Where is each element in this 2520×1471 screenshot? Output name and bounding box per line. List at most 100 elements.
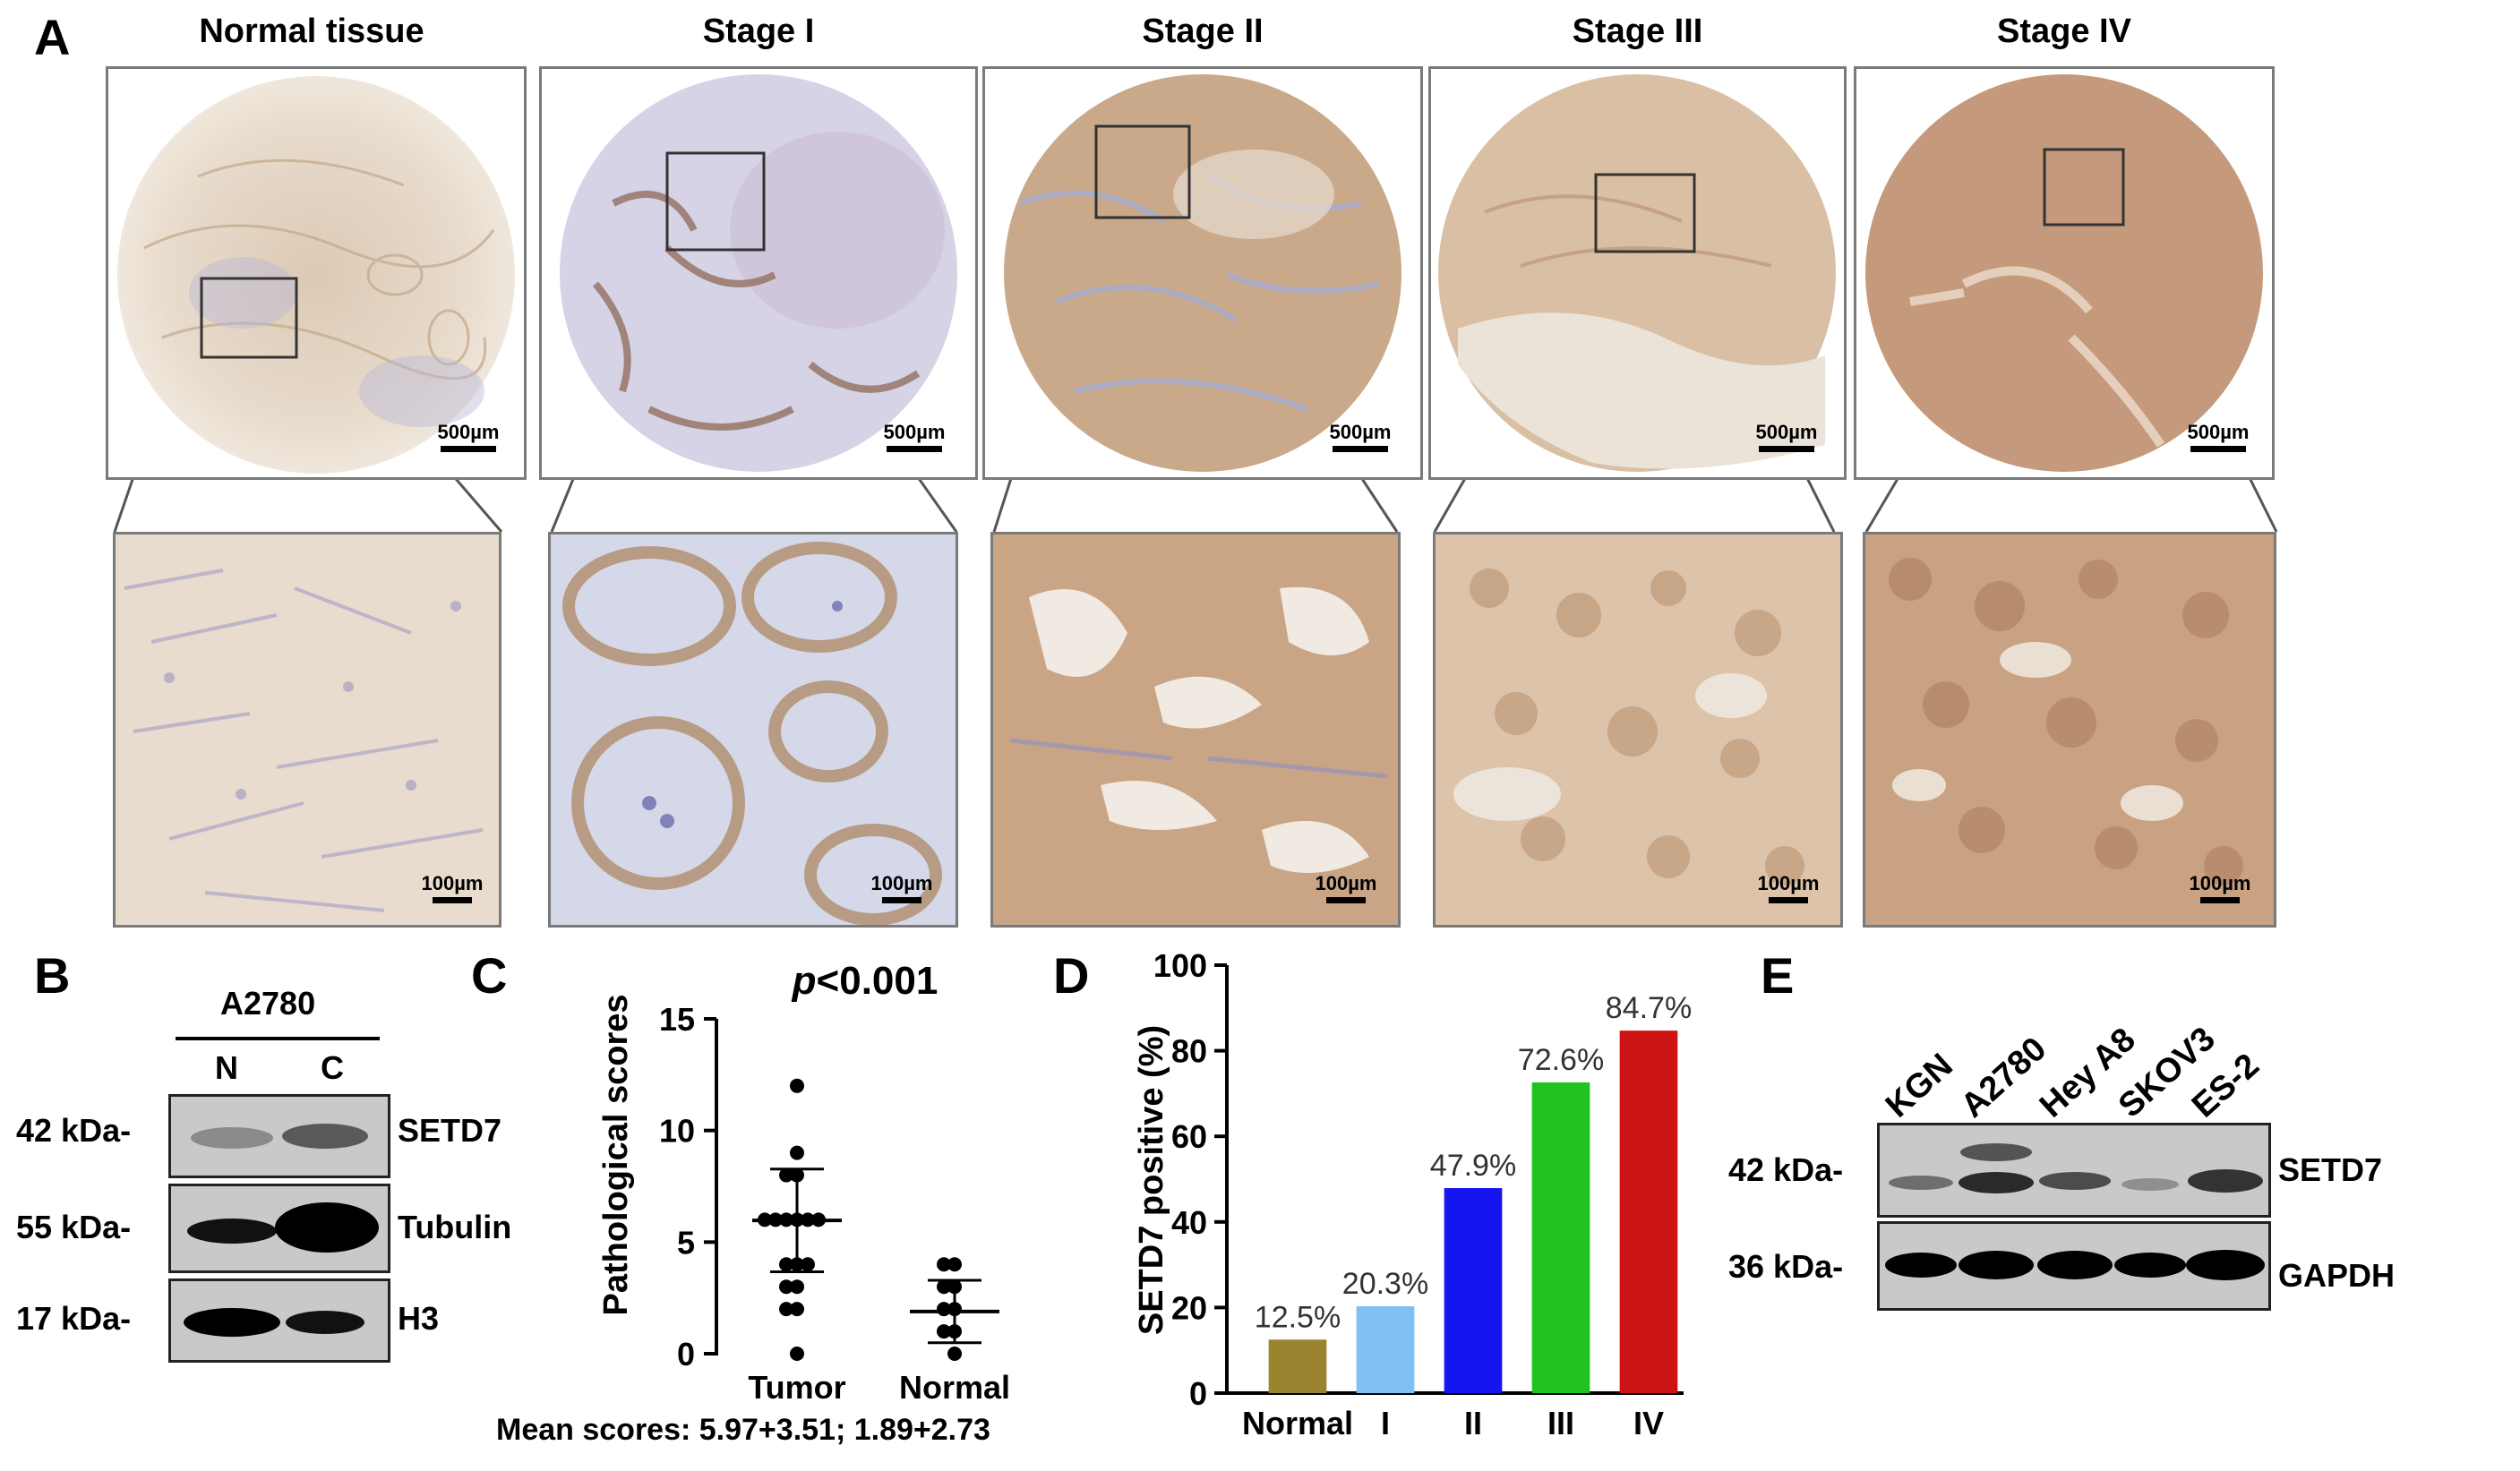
c-x-tick-label: Normal [899, 1369, 1010, 1406]
blot-setd7-e [1877, 1123, 2271, 1218]
cell-line-label: A2780 [220, 985, 316, 1022]
d-y-tick-label: 80 [1171, 1033, 1207, 1070]
c-y-tick-label: 15 [659, 1001, 695, 1038]
stage-title-4: Stage IV [1997, 13, 2131, 50]
d-bar [1619, 1031, 1678, 1393]
c-x-tick-label: Tumor [748, 1369, 845, 1406]
c-point [779, 1302, 793, 1317]
c-point [947, 1257, 962, 1272]
stage-title-3: Stage III [1572, 13, 1703, 50]
panel-b-letter: B [34, 947, 71, 1004]
tma-core-stage4 [1854, 66, 2275, 480]
scale-bar-100-stage2: 100µm [1306, 872, 1386, 903]
c-point [937, 1257, 951, 1272]
c-point [947, 1324, 962, 1339]
lane-label-e: A2780 [1954, 1031, 2053, 1125]
scale-bar-500-stage2: 500µm [1320, 421, 1401, 452]
d-value-label: 72.6% [1518, 1043, 1604, 1077]
kda-label-setd7-b: 42 kDa- [16, 1112, 132, 1149]
d-bar [1444, 1188, 1503, 1393]
tma-core-normal [106, 66, 527, 480]
d-value-label: 12.5% [1255, 1300, 1341, 1334]
c-point [801, 1212, 815, 1227]
panel-a-letter: A [34, 9, 71, 65]
kda-label-h3-b: 17 kDa- [16, 1300, 132, 1337]
stage-title-1: Stage I [702, 13, 815, 50]
c-point [947, 1347, 962, 1361]
blot-gapdh-e [1877, 1221, 2271, 1311]
d-y-axis-label: SETD7 positive (%) [1133, 1025, 1170, 1335]
panel-d-letter: D [1053, 947, 1090, 1004]
tma-core-stage1 [539, 66, 978, 480]
scatter-chart-c: Pathological scores p<0.001 0 5 10 15 Tumor N… [597, 959, 1010, 1406]
d-y-tick-label: 100 [1153, 947, 1207, 984]
stage-title-normal: Normal tissue [199, 13, 424, 50]
c-point [801, 1257, 815, 1272]
blot-setd7-b [168, 1094, 390, 1178]
d-x-tick-label: I [1381, 1405, 1390, 1441]
c-point [790, 1078, 804, 1093]
lane-label-c: C [321, 1049, 344, 1086]
panel-e-letter: E [1761, 947, 1795, 1004]
blot-h3-b [168, 1279, 390, 1363]
c-point [779, 1257, 793, 1272]
cell-line-underline [176, 1037, 380, 1040]
c-point [811, 1212, 826, 1227]
c-point [790, 1212, 804, 1227]
zoom-stage1 [548, 532, 958, 928]
protein-label-setd7-e: SETD7 [2278, 1151, 2383, 1188]
zoom-stage4 [1863, 532, 2276, 928]
c-point [937, 1324, 951, 1339]
zoom-normal [113, 532, 501, 928]
d-x-tick-label: II [1464, 1405, 1482, 1441]
stage-title-2: Stage II [1142, 13, 1264, 50]
d-bar [1268, 1339, 1327, 1393]
d-y-tick-label: 20 [1171, 1289, 1207, 1326]
panel-c-letter: C [471, 947, 508, 1004]
c-point [790, 1257, 804, 1272]
scale-bar-500-stage3: 500µm [1746, 421, 1827, 452]
scale-bar-100-stage4: 100µm [2180, 872, 2260, 903]
tma-core-stage2 [982, 66, 1423, 480]
lane-label-n: N [215, 1049, 238, 1086]
kda-label-gapdh-e: 36 kDa- [1728, 1248, 1844, 1285]
c-point [768, 1212, 783, 1227]
zoom-stage3 [1433, 532, 1843, 928]
scale-bar-500-stage1: 500µm [874, 421, 955, 452]
kda-label-setd7-e: 42 kDa- [1728, 1151, 1844, 1188]
c-point [937, 1279, 951, 1295]
c-point [758, 1212, 772, 1227]
d-y-tick-label: 60 [1171, 1118, 1207, 1155]
d-value-label: 47.9% [1430, 1149, 1516, 1183]
kda-label-tubulin-b: 55 kDa- [16, 1209, 132, 1245]
d-bar [1356, 1305, 1415, 1393]
d-x-tick-label: Normal [1242, 1405, 1353, 1441]
scale-bar-500-stage4: 500µm [2178, 421, 2259, 452]
c-pvalue: p<0.001 [792, 959, 939, 1003]
c-y-tick-label: 0 [677, 1336, 695, 1373]
zoom-stage2 [990, 532, 1401, 928]
d-x-tick-label: III [1547, 1405, 1574, 1441]
protein-label-setd7-b: SETD7 [398, 1112, 502, 1149]
protein-label-tubulin-b: Tubulin [398, 1209, 512, 1245]
blot-tubulin-b [168, 1184, 390, 1273]
c-point [790, 1347, 804, 1361]
d-value-label: 20.3% [1342, 1267, 1428, 1301]
protein-label-h3-b: H3 [398, 1300, 440, 1337]
c-point [790, 1167, 804, 1183]
c-point [779, 1212, 793, 1227]
lane-label-e: KGN [1879, 1047, 1960, 1125]
d-y-tick-label: 0 [1189, 1375, 1207, 1412]
scale-bar-100-normal: 100µm [412, 872, 493, 903]
c-y-axis-label: Pathological scores [597, 994, 635, 1315]
d-y-tick-label: 40 [1171, 1204, 1207, 1241]
c-point [790, 1279, 804, 1295]
scale-bar-500-normal: 500µm [428, 421, 509, 452]
c-point [779, 1167, 793, 1183]
c-point [790, 1145, 804, 1160]
d-x-tick-label: IV [1633, 1405, 1664, 1441]
c-y-tick-label: 10 [659, 1113, 695, 1150]
d-value-label: 84.7% [1606, 991, 1692, 1025]
